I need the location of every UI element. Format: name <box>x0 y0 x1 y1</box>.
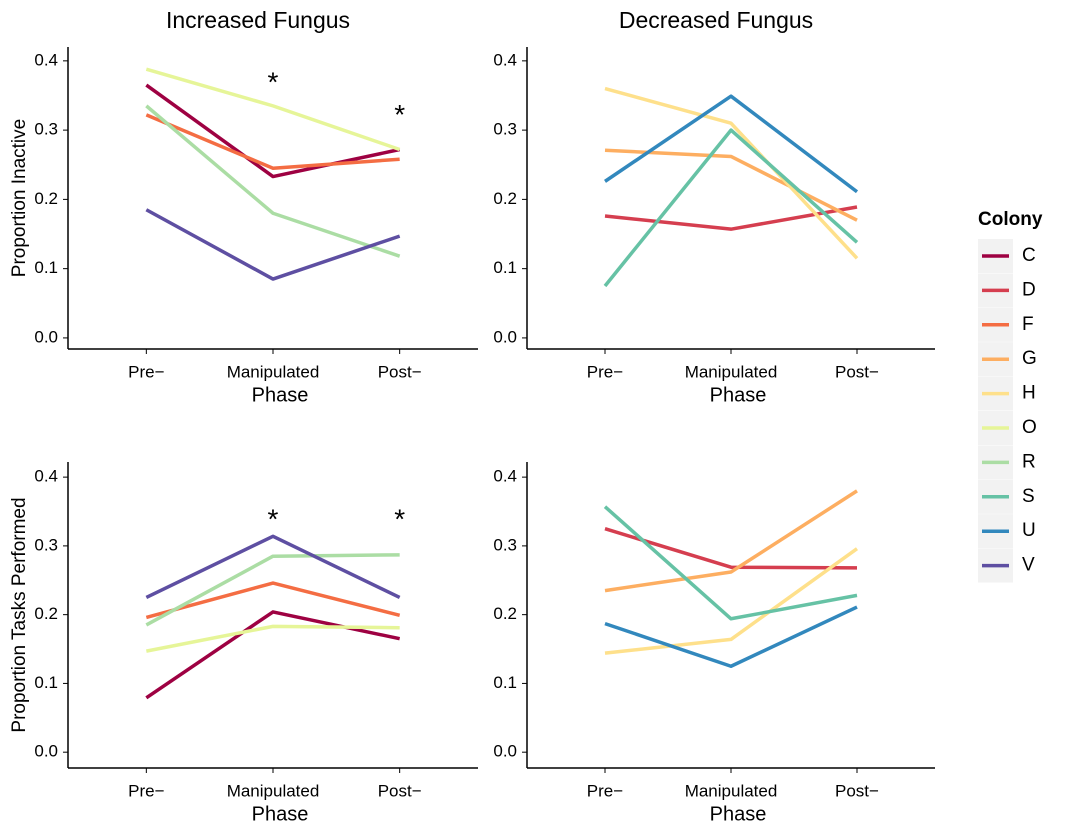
y-tick-label: 0.4 <box>34 50 58 69</box>
x-tick-label: Pre− <box>128 362 164 381</box>
legend-label: H <box>1022 383 1036 404</box>
y-axis-label: Proportion Tasks Performed <box>9 497 30 732</box>
y-tick-label: 0.1 <box>34 258 58 277</box>
panel: 0.0 0.1 0.2 0.3 0.4 Pre− Manipulated Post− Phase… <box>9 462 478 825</box>
legend-label: C <box>1022 245 1036 266</box>
y-tick-label: 0.2 <box>493 189 517 208</box>
series-line <box>145 113 400 170</box>
y-tick-label: 0.2 <box>34 189 58 208</box>
y-tick-label: 0.2 <box>493 604 517 623</box>
series-line <box>604 489 858 593</box>
legend-label: S <box>1022 486 1035 507</box>
legend-label: D <box>1022 279 1036 300</box>
series-line <box>145 610 401 700</box>
x-tick-label: Post− <box>378 781 422 800</box>
series-line <box>604 527 858 570</box>
panel: 0.0 0.1 0.2 0.3 0.4 Pre− Manipulated Post− Phase… <box>9 7 478 406</box>
x-axis-label: Phase <box>252 803 309 825</box>
significance-marker: * <box>268 67 279 98</box>
y-tick-label: 0.0 <box>34 742 58 761</box>
y-tick-label: 0.4 <box>34 467 58 486</box>
x-tick-label: Pre− <box>587 781 623 800</box>
y-tick-label: 0.4 <box>493 50 517 69</box>
x-tick-label: Post− <box>835 362 879 381</box>
x-tick-label: Manipulated <box>685 781 778 800</box>
x-tick-label: Manipulated <box>227 362 320 381</box>
y-tick-label: 0.0 <box>34 327 58 346</box>
y-tick-label: 0.4 <box>493 467 517 486</box>
series-line <box>145 104 401 258</box>
y-tick-label: 0.0 <box>493 742 517 761</box>
x-tick-label: Pre− <box>128 781 164 800</box>
y-tick-label: 0.1 <box>493 258 517 277</box>
x-tick-label: Manipulated <box>227 781 320 800</box>
series-line <box>145 581 401 620</box>
y-tick-label: 0.2 <box>34 604 58 623</box>
series-line <box>145 534 401 600</box>
y-tick-label: 0.3 <box>34 120 58 139</box>
legend-title: Colony <box>978 209 1043 230</box>
x-axis-label: Phase <box>710 803 767 825</box>
y-tick-label: 0.1 <box>493 673 517 692</box>
series-line <box>603 505 858 621</box>
y-tick-label: 0.0 <box>493 327 517 346</box>
legend-label: U <box>1022 520 1036 541</box>
y-tick-label: 0.3 <box>34 535 58 554</box>
significance-marker: * <box>394 99 405 130</box>
significance-marker: * <box>268 503 279 534</box>
series-line <box>604 605 858 668</box>
x-tick-label: Pre− <box>587 362 623 381</box>
series-line <box>604 86 859 260</box>
legend-label: R <box>1022 451 1036 472</box>
panel-title: Increased Fungus <box>166 7 350 33</box>
x-tick-label: Manipulated <box>685 362 778 381</box>
series-line <box>603 128 859 288</box>
panel: 0.0 0.1 0.2 0.3 0.4 Pre− Manipulated Post− Phase <box>493 462 935 825</box>
panel-title: Decreased Fungus <box>619 7 813 33</box>
series-line <box>145 67 401 152</box>
x-axis-label: Phase <box>252 384 309 406</box>
y-tick-label: 0.1 <box>34 673 58 692</box>
x-tick-label: Post− <box>378 362 422 381</box>
legend-label: F <box>1022 314 1034 335</box>
series-line <box>145 553 400 627</box>
series-line <box>604 94 859 194</box>
series-line <box>604 547 859 655</box>
significance-marker: * <box>394 503 405 534</box>
legend-label: V <box>1022 555 1035 576</box>
series-line <box>145 624 400 653</box>
x-axis-label: Phase <box>710 384 767 406</box>
x-tick-label: Post− <box>835 781 879 800</box>
legend-label: O <box>1022 417 1037 438</box>
series-line <box>145 83 401 179</box>
legend-label: G <box>1022 348 1037 369</box>
y-axis-label: Proportion Inactive <box>9 119 30 277</box>
y-tick-label: 0.3 <box>493 535 517 554</box>
series-line <box>145 208 401 281</box>
panel: 0.0 0.1 0.2 0.3 0.4 Pre− Manipulated Post− Phase… <box>493 7 935 406</box>
y-tick-label: 0.3 <box>493 120 517 139</box>
